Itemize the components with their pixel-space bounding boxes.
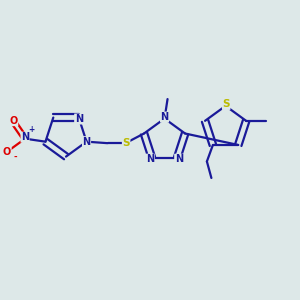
Text: N: N: [75, 114, 83, 124]
Text: S: S: [122, 138, 130, 148]
Text: N: N: [175, 154, 183, 164]
Text: N: N: [160, 112, 169, 122]
Text: N: N: [82, 137, 91, 147]
Text: N: N: [21, 132, 29, 142]
Text: N: N: [146, 154, 154, 164]
Text: O: O: [3, 147, 11, 157]
Text: -: -: [13, 153, 17, 162]
Text: +: +: [28, 125, 35, 134]
Text: S: S: [222, 99, 230, 110]
Text: O: O: [10, 116, 18, 126]
